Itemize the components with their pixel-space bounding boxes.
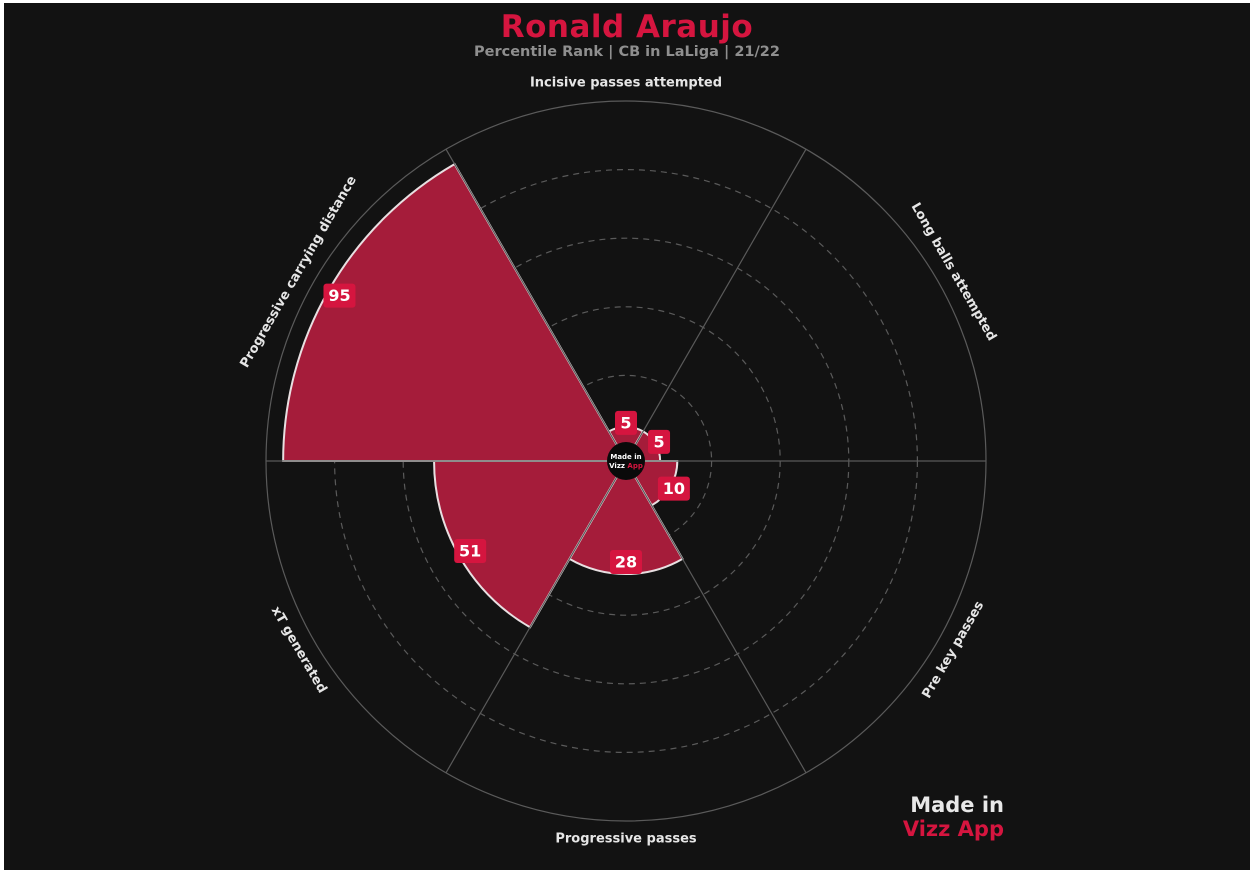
- spoke-1: [633, 148, 807, 447]
- value-label-5: 95: [323, 283, 356, 308]
- value-label-text-3: 28: [615, 553, 637, 572]
- value-label-4: 51: [454, 538, 487, 563]
- value-label-bg-1: [648, 429, 671, 454]
- value-label-0: 5: [615, 410, 637, 435]
- spoke-4: [445, 475, 619, 774]
- center-badge-line2-a: Vizz: [609, 462, 627, 470]
- value-label-text-5: 95: [328, 286, 350, 305]
- axis-label-0: Incisive passes attempted: [530, 76, 722, 91]
- value-label-1: 5: [648, 429, 671, 454]
- value-label-2: 10: [657, 476, 690, 501]
- value-label-text-2: 10: [663, 479, 685, 498]
- spokes-layer: [266, 148, 986, 774]
- value-label-bg-3: [610, 550, 642, 575]
- bars-layer: [282, 162, 684, 629]
- spoke-3: [633, 475, 807, 774]
- center-circle: [607, 442, 645, 480]
- value-labels-layer: 5 5 10 28 51 95: [323, 283, 690, 575]
- chart-canvas: Incisive passes attempted Long balls atte…: [4, 3, 1250, 870]
- center-badge-line2: Vizz App: [609, 462, 643, 470]
- pizza-chart: Incisive passes attempted Long balls atte…: [237, 76, 999, 847]
- center-badge: Made in Vizz App: [607, 442, 645, 480]
- value-label-bg-0: [615, 410, 637, 435]
- center-badge-line1: Made in: [610, 453, 641, 461]
- axis-label-3: Progressive passes: [555, 832, 697, 847]
- brand-line1: Made in: [910, 793, 1004, 817]
- axis-label-1: Long balls attempted: [908, 200, 999, 343]
- spoke-0: [445, 148, 619, 447]
- value-label-3: 28: [610, 550, 642, 575]
- value-label-text-1: 5: [653, 432, 664, 451]
- page-subtitle: Percentile Rank | CB in LaLiga | 21/22: [474, 44, 780, 60]
- value-label-bg-2: [657, 476, 690, 501]
- center-badge-line2-b: App: [627, 462, 642, 470]
- axis-label-2: Pre key passes: [919, 599, 987, 702]
- value-label-text-0: 5: [620, 413, 631, 432]
- value-label-text-4: 51: [459, 541, 481, 560]
- value-label-bg-4: [454, 538, 487, 563]
- brand-watermark: Made in Vizz App: [903, 793, 1004, 841]
- value-label-bg-5: [323, 283, 356, 308]
- brand-line2: Vizz App: [902, 817, 1004, 841]
- page-title: Ronald Araujo: [500, 9, 754, 45]
